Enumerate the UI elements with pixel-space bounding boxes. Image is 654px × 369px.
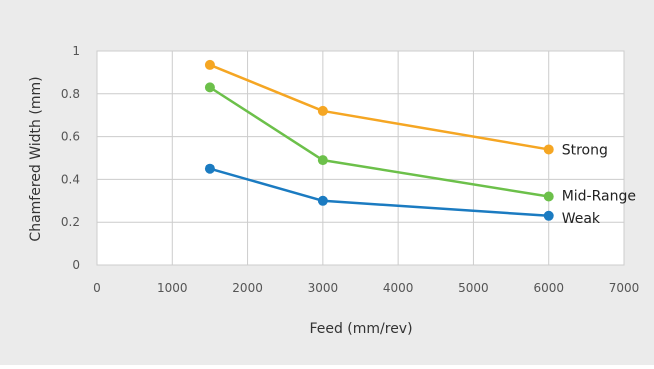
x-axis-ticks: 0 1000 2000 3000 4000 5000 6000 7000 [93,281,639,295]
series-group: Strong Mid-Range Weak [204,59,636,227]
y-axis-label: Chamfered Width (mm) [28,76,44,241]
y-tick-label: 0.2 [61,215,80,229]
data-point [543,191,554,202]
data-point [204,59,215,70]
series-strong: Strong [204,59,608,158]
data-point [543,210,554,221]
y-tick-label: 0 [72,258,80,272]
series-weak: Weak [204,163,601,227]
y-tick-label: 0.8 [61,87,80,101]
x-axis-label: Feed (mm/rev) [309,321,412,337]
data-point [204,163,215,174]
y-axis-ticks: 0 0.2 0.4 0.6 0.8 1 [61,44,80,272]
data-point [543,144,554,155]
data-point [317,195,328,206]
x-tick-label: 4000 [383,281,414,295]
x-tick-label: 1000 [157,281,188,295]
series-label: Mid-Range [562,189,636,205]
x-tick-label: 2000 [232,281,263,295]
y-tick-label: 0.4 [61,172,80,186]
series-label: Strong [562,142,608,158]
data-point [317,155,328,166]
x-tick-label: 0 [93,281,101,295]
x-tick-label: 7000 [609,281,640,295]
x-tick-label: 6000 [533,281,564,295]
data-point [317,105,328,116]
x-tick-label: 5000 [458,281,489,295]
data-point [204,82,215,93]
grid-lines [96,50,625,266]
series-label: Weak [562,211,601,227]
series-mid-range: Mid-Range [204,82,636,205]
x-tick-label: 3000 [308,281,339,295]
y-tick-label: 1 [72,44,80,58]
y-tick-label: 0.6 [61,130,80,144]
plot-area [96,50,625,266]
